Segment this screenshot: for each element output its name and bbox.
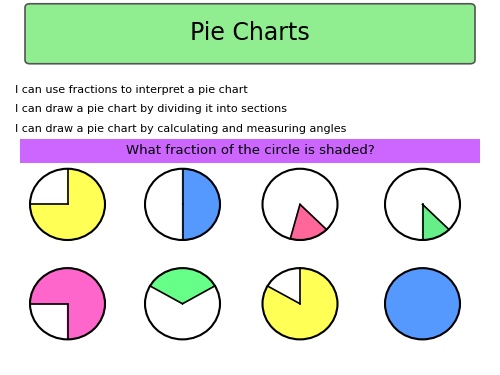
- Ellipse shape: [262, 169, 338, 240]
- Ellipse shape: [385, 268, 460, 339]
- Polygon shape: [30, 169, 105, 240]
- Ellipse shape: [385, 169, 460, 240]
- FancyBboxPatch shape: [25, 4, 475, 64]
- Ellipse shape: [30, 169, 105, 240]
- Ellipse shape: [262, 268, 338, 339]
- Polygon shape: [262, 268, 338, 339]
- Polygon shape: [30, 268, 105, 339]
- Bar: [20, 139, 480, 163]
- Text: I can use fractions to interpret a pie chart: I can use fractions to interpret a pie c…: [15, 85, 248, 95]
- Ellipse shape: [145, 169, 220, 240]
- Polygon shape: [290, 204, 326, 240]
- Ellipse shape: [145, 268, 220, 339]
- Polygon shape: [182, 169, 220, 240]
- Text: I can draw a pie chart by calculating and measuring angles: I can draw a pie chart by calculating an…: [15, 124, 346, 134]
- Text: Pie Charts: Pie Charts: [190, 21, 310, 45]
- Polygon shape: [150, 268, 215, 304]
- Text: What fraction of the circle is shaded?: What fraction of the circle is shaded?: [126, 144, 374, 158]
- Text: I can draw a pie chart by dividing it into sections: I can draw a pie chart by dividing it in…: [15, 104, 287, 114]
- Polygon shape: [422, 204, 449, 240]
- Ellipse shape: [30, 268, 105, 339]
